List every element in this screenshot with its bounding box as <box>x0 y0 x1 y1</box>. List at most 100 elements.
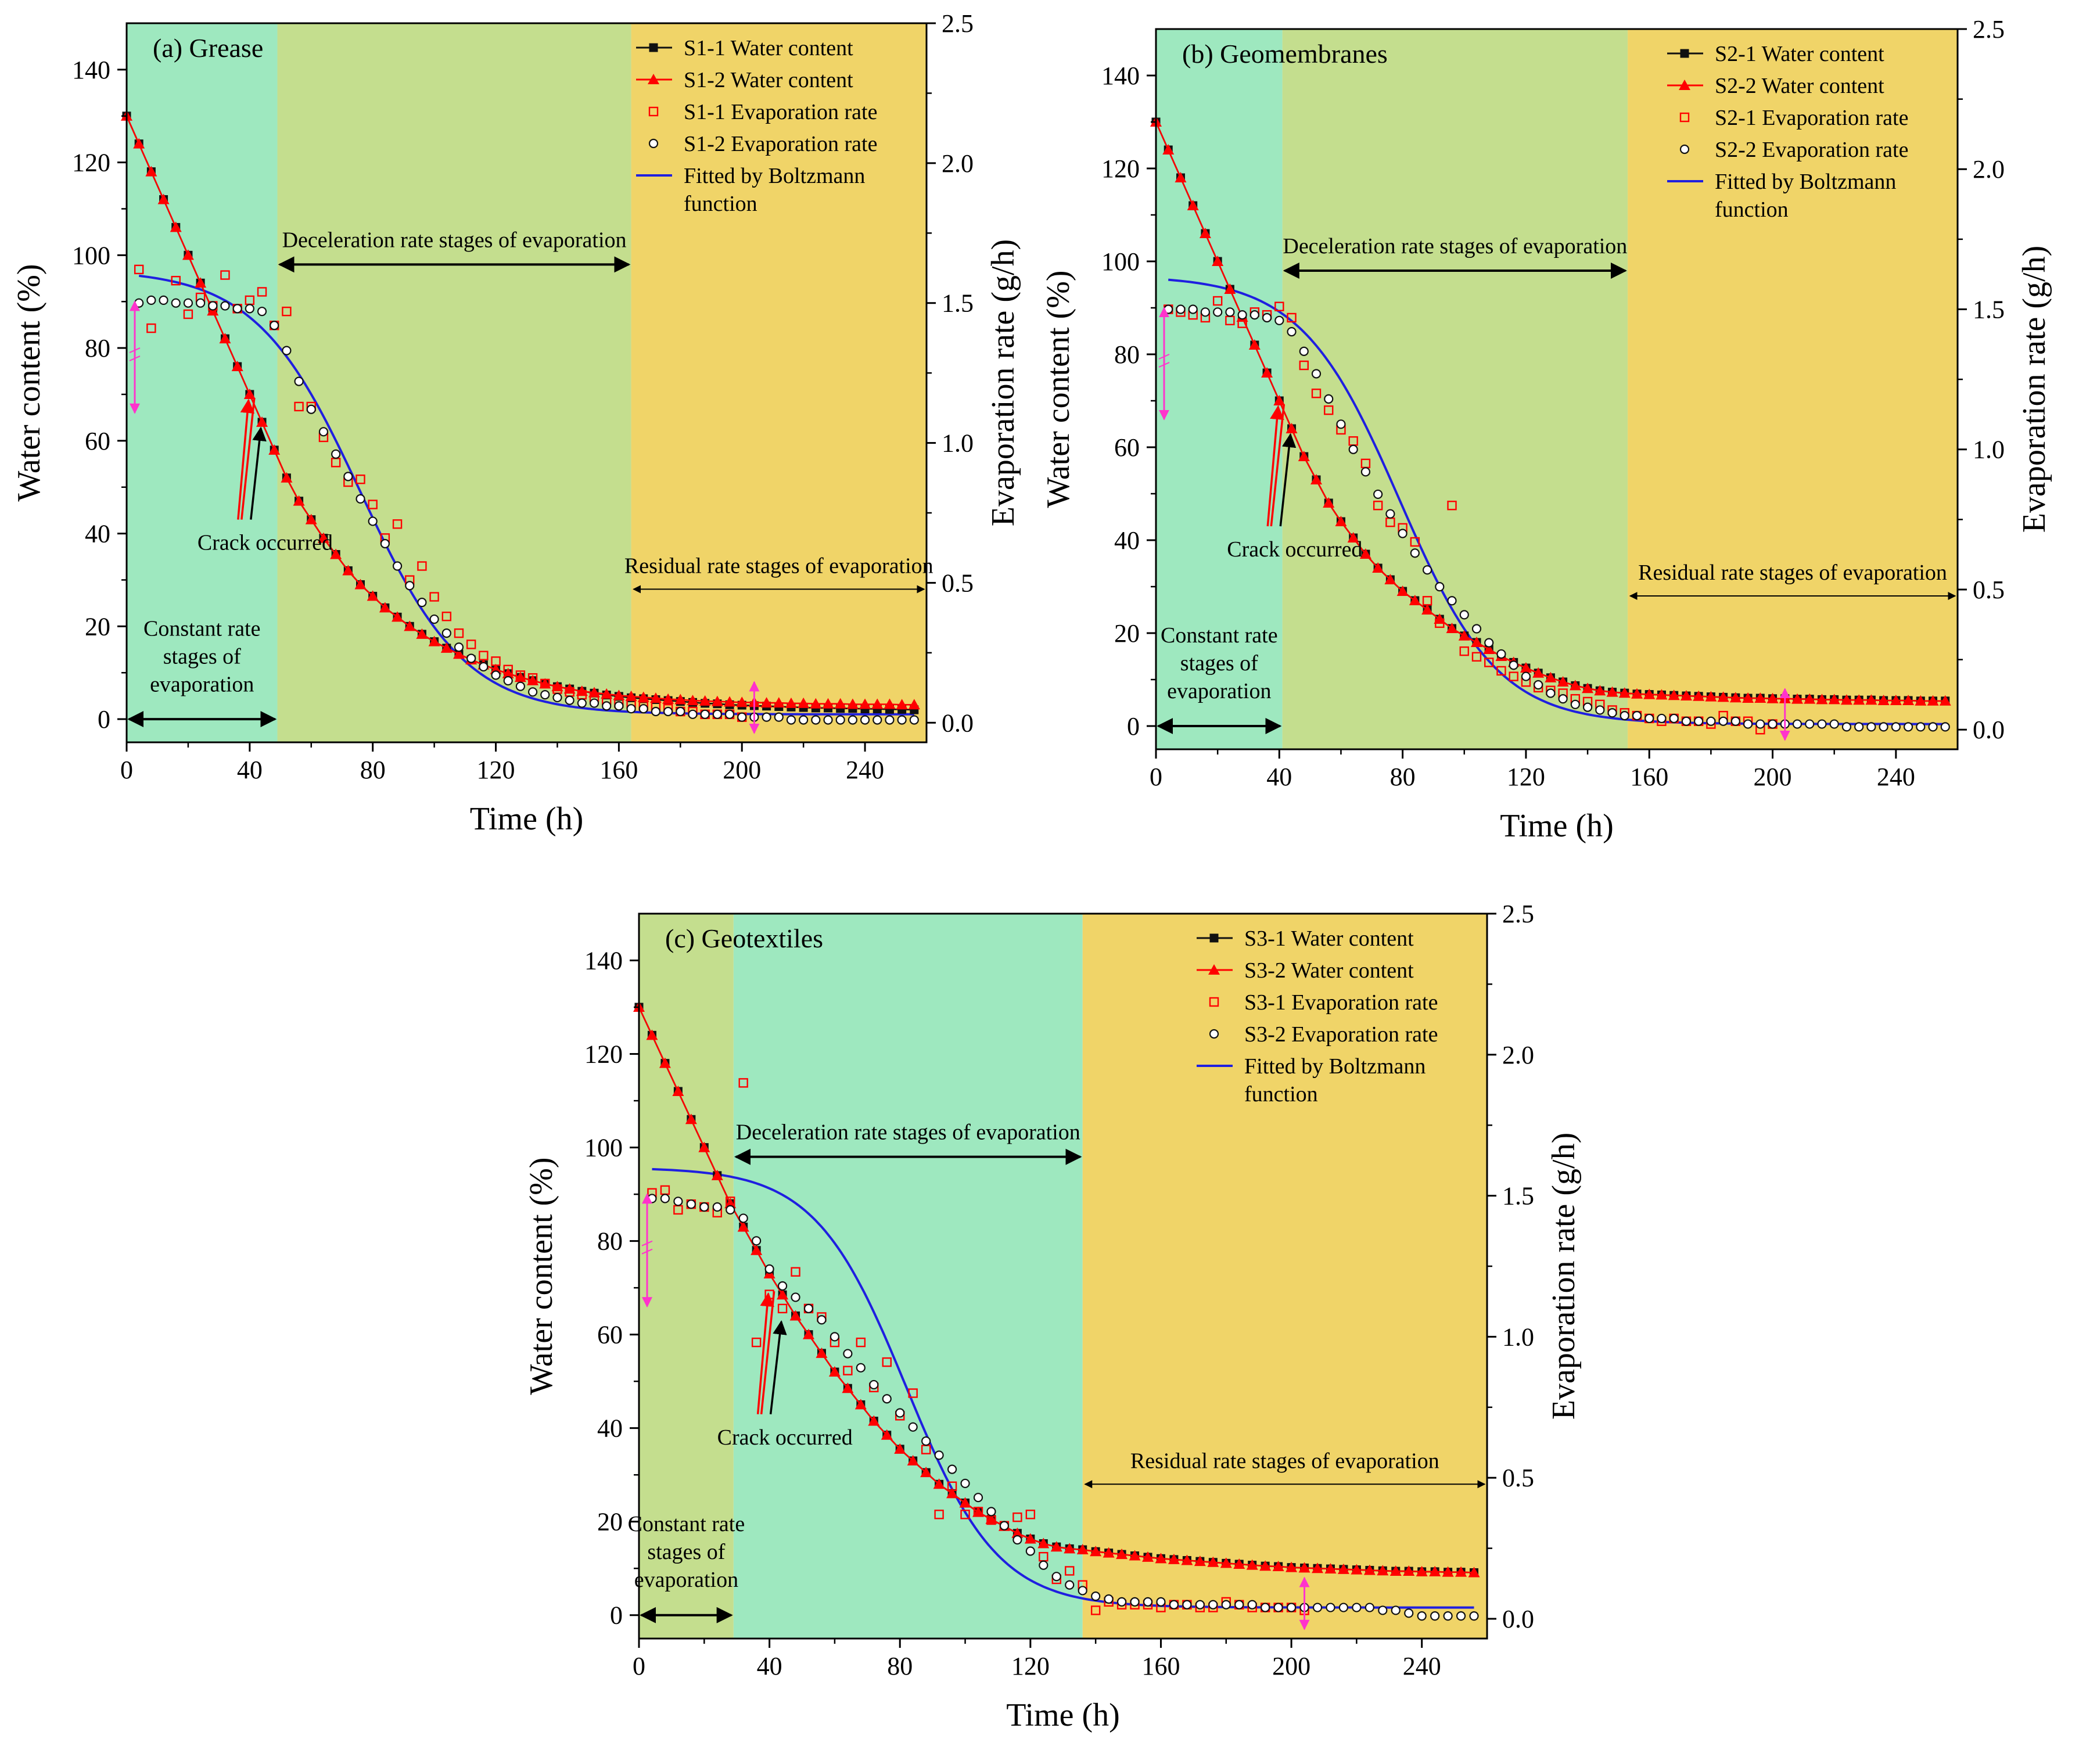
data-point <box>1890 695 1902 705</box>
data-point <box>527 687 538 697</box>
data-point <box>1262 312 1272 323</box>
data-point <box>1829 719 1839 729</box>
data-point <box>726 1205 735 1215</box>
data-point <box>1212 296 1223 306</box>
data-point <box>1168 1553 1180 1564</box>
data-point <box>466 653 476 663</box>
y-tick-label: 100 <box>72 241 110 270</box>
data-point <box>1200 307 1211 317</box>
data-point <box>752 1236 762 1246</box>
data-point <box>1469 1611 1479 1621</box>
data-point <box>491 670 501 680</box>
x-tick-label: 240 <box>1403 1652 1441 1680</box>
y-tick-label: 40 <box>85 520 110 548</box>
data-point <box>1766 692 1779 703</box>
data-point <box>1754 692 1766 703</box>
x-tick-label: 80 <box>360 756 386 784</box>
data-point <box>1693 690 1705 701</box>
y-tick-label: 20 <box>85 612 110 641</box>
data-point <box>1025 1510 1036 1519</box>
y-tick-label: 120 <box>584 1040 623 1069</box>
data-point <box>1484 658 1494 667</box>
data-point <box>1312 1603 1323 1612</box>
data-point <box>491 656 501 666</box>
y-tick-label: 40 <box>597 1414 623 1443</box>
data-point <box>798 697 810 708</box>
y2-tick-label: 1.5 <box>1973 295 2005 324</box>
data-point <box>1225 307 1235 317</box>
y2-tick-label: 1.0 <box>1502 1323 1534 1351</box>
data-point <box>1718 716 1728 726</box>
series-4 <box>1164 304 1950 732</box>
data-point <box>1385 509 1395 519</box>
data-point <box>822 698 834 709</box>
y-tick-label: 20 <box>597 1508 623 1536</box>
x-tick-label: 120 <box>1011 1652 1050 1680</box>
data-point <box>441 628 451 638</box>
data-point <box>908 1422 918 1432</box>
constant-label: stages of <box>647 1540 725 1564</box>
data-point <box>700 709 710 719</box>
y-tick-label: 0 <box>610 1601 623 1630</box>
data-point <box>626 704 636 714</box>
data-point <box>1891 722 1901 732</box>
data-point <box>1338 1603 1349 1612</box>
data-point <box>1582 682 1594 694</box>
data-point <box>281 472 293 483</box>
data-point <box>1447 596 1457 606</box>
legend-label: S2-2 Water content <box>1715 74 1884 98</box>
legend-marker <box>1679 80 1690 90</box>
data-point <box>1360 467 1371 477</box>
data-point <box>1939 695 1951 706</box>
residual-label: Residual rate stages of evaporation <box>1638 561 1947 585</box>
data-point <box>947 1481 957 1491</box>
crack-arrow-red <box>756 1292 774 1414</box>
data-point <box>293 495 305 506</box>
data-point <box>503 676 513 686</box>
data-point <box>882 1357 892 1367</box>
data-point <box>834 698 846 709</box>
y2-tick-label: 0.5 <box>1502 1464 1534 1492</box>
data-point <box>672 1085 684 1096</box>
legend-label: S1-2 Evaporation rate <box>684 132 877 156</box>
data-point <box>1557 676 1569 687</box>
stage-band-3 <box>1628 29 1958 749</box>
data-point <box>503 664 513 674</box>
data-point <box>698 1141 710 1152</box>
data-point <box>1195 1600 1205 1609</box>
y-tick-label: 80 <box>85 334 110 362</box>
data-point <box>219 333 231 344</box>
data-point <box>257 307 267 317</box>
data-point <box>331 449 341 459</box>
data-point <box>786 715 796 725</box>
data-point <box>1398 529 1407 538</box>
legend-label: S3-1 Water content <box>1244 926 1414 951</box>
data-point <box>828 1366 841 1377</box>
x-tick-label: 200 <box>1754 763 1792 791</box>
data-point <box>846 698 859 709</box>
data-point <box>1311 389 1322 398</box>
y2-tick-label: 0.0 <box>1973 716 2005 744</box>
y-tick-label: 60 <box>1114 433 1140 462</box>
data-point <box>712 1202 722 1212</box>
data-point <box>1902 695 1915 705</box>
data-point <box>885 715 895 725</box>
data-point <box>724 709 735 719</box>
data-point <box>673 1197 683 1206</box>
data-point <box>1351 1564 1363 1575</box>
data-point <box>1025 1546 1035 1556</box>
data-point <box>134 264 144 275</box>
data-point <box>527 673 538 683</box>
data-point <box>973 1507 983 1517</box>
data-point <box>1237 310 1247 320</box>
data-point <box>1768 719 1778 729</box>
break-slash <box>641 1240 653 1246</box>
y2-tick-label: 2.0 <box>942 149 974 178</box>
panel-2: 0 40 80 120 160 200 240 0 20 40 60 80 100 120 140 0.0 0.… <box>1040 15 2052 844</box>
data-point <box>257 287 267 297</box>
data-point <box>1155 1553 1167 1564</box>
data-point <box>1234 1600 1244 1609</box>
data-point <box>1299 346 1309 356</box>
data-point <box>231 361 243 372</box>
